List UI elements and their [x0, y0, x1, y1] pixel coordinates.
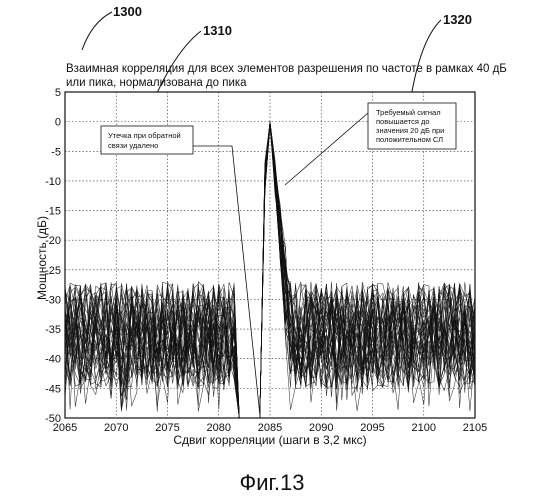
- y-axis-label: Мощность (дБ): [35, 216, 49, 300]
- x-tick-label: 2070: [104, 422, 128, 434]
- y-tick-label: -50: [45, 413, 61, 425]
- annotation-right-line1: Требуемый сигнал: [376, 108, 441, 117]
- y-tick-label: -5: [51, 146, 61, 158]
- chart-title-line2: или пика, нормализована до пика: [66, 77, 247, 89]
- ref-number-main: 1300: [113, 4, 142, 19]
- leader-line-main: [82, 12, 112, 50]
- leader-line-right: [410, 20, 441, 103]
- y-tick-label: -15: [45, 206, 61, 218]
- annotation-right-line3: значения 20 дБ при: [376, 126, 444, 135]
- annotation-right-line2: повышается до: [376, 117, 430, 126]
- annotation-left-line2: связи удалено: [108, 141, 158, 150]
- x-tick-label: 2100: [412, 422, 436, 434]
- x-axis-label: Сдвиг корреляции (шаги в 3,2 мкс): [173, 433, 366, 447]
- x-tick-label: 2105: [463, 422, 487, 434]
- annotation-left-line1: Утечка при обратной: [108, 131, 181, 140]
- ref-number-left-callout: 1310: [203, 23, 232, 38]
- y-tick-label: -35: [45, 324, 61, 336]
- chart-title-line1: Взаимная корреляция для всех элементов р…: [66, 63, 507, 75]
- figure-caption: Фиг.13: [240, 470, 305, 495]
- y-tick-label: -10: [45, 176, 61, 188]
- y-tick-label: 0: [55, 117, 61, 129]
- y-tick-label: -40: [45, 354, 61, 366]
- y-tick-label: 5: [55, 87, 61, 99]
- annotation-right-line4: положительном СЛ: [376, 135, 443, 144]
- y-tick-label: -45: [45, 383, 61, 395]
- ref-number-right-callout: 1320: [443, 12, 472, 27]
